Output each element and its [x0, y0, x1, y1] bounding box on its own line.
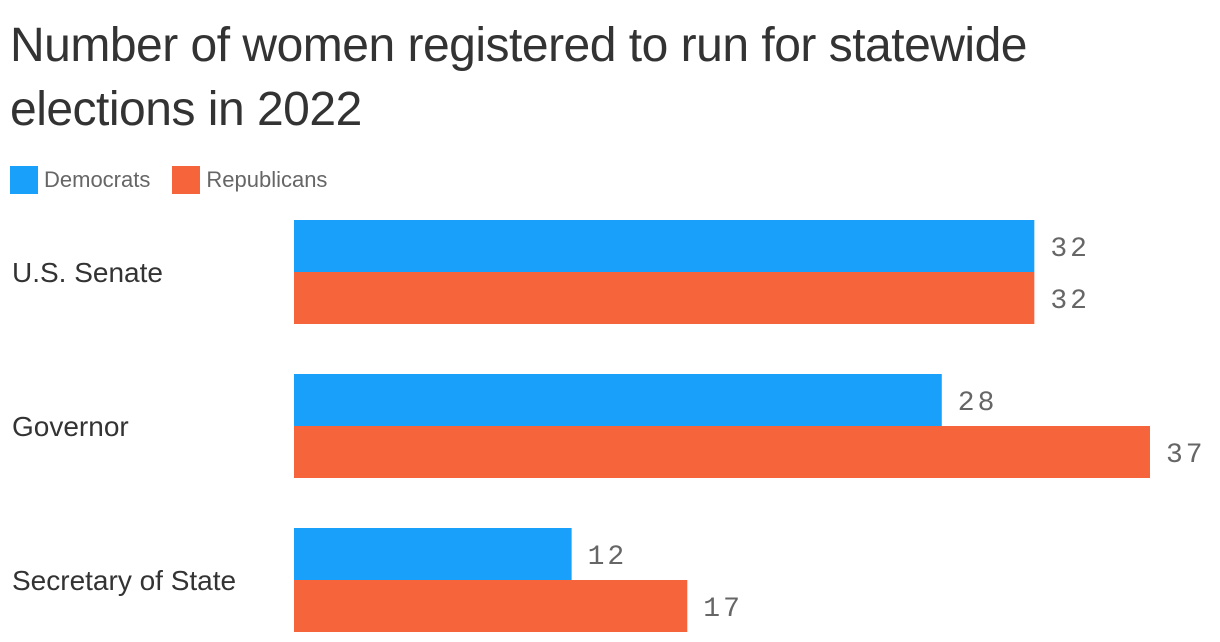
bar-republicans-u-s-senate — [294, 272, 1035, 324]
legend-label-democrats: Democrats — [44, 167, 151, 192]
bar-democrats-governor — [294, 374, 942, 426]
category-label-u-s-senate: U.S. Senate — [12, 257, 163, 288]
category-label-governor: Governor — [12, 411, 129, 442]
value-label-republicans-governor: 37 — [1166, 440, 1206, 471]
legend-item-republicans: Republicans — [172, 166, 327, 194]
value-label-republicans-secretary-of-state: 17 — [703, 594, 743, 625]
category-label-secretary-of-state: Secretary of State — [12, 565, 236, 596]
legend-swatch-democrats — [10, 166, 38, 194]
value-label-democrats-governor: 28 — [958, 388, 998, 419]
bar-republicans-secretary-of-state — [294, 580, 688, 632]
bar-democrats-u-s-senate — [294, 220, 1035, 272]
legend-item-democrats: Democrats — [10, 166, 150, 194]
value-label-democrats-secretary-of-state: 12 — [588, 542, 628, 573]
legend: Democrats Republicans — [10, 166, 327, 194]
value-label-democrats-u-s-senate: 32 — [1050, 234, 1090, 265]
legend-swatch-republicans — [172, 166, 201, 194]
legend-label-republicans: Republicans — [206, 167, 328, 192]
chart-title: Number of women registered to run for st… — [10, 19, 1027, 136]
bar-democrats-secretary-of-state — [294, 528, 572, 580]
value-label-republicans-u-s-senate: 32 — [1050, 286, 1090, 317]
bar-republicans-governor — [294, 426, 1150, 478]
